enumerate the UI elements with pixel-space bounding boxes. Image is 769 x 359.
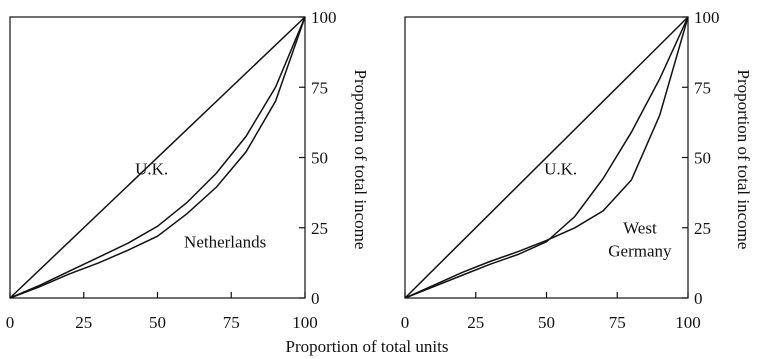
series-annotation: U.K. <box>544 159 577 178</box>
x-tick-label: 100 <box>292 313 318 332</box>
x-axis-title: Proportion of total units <box>286 337 449 356</box>
y-tick-label: 0 <box>694 289 703 308</box>
series-line-u-k <box>404 16 689 299</box>
series-annotation: Netherlands <box>184 232 266 251</box>
y-tick-label: 25 <box>694 219 711 238</box>
x-tick-label: 25 <box>75 313 92 332</box>
series-annotation: West Germany <box>608 218 672 260</box>
y-tick-label: 0 <box>311 289 320 308</box>
x-tick-label: 50 <box>149 313 166 332</box>
y-tick-label: 100 <box>694 8 720 27</box>
x-tick-label: 75 <box>609 313 626 332</box>
series-annotation: U.K. <box>135 159 168 178</box>
series-line-equality <box>9 16 306 299</box>
x-tick-label: 100 <box>675 313 701 332</box>
y-tick-label: 50 <box>311 149 328 168</box>
y-axis-title: Proportion of total income <box>734 70 753 250</box>
y-tick-label: 100 <box>311 8 337 27</box>
y-tick-label: 75 <box>694 78 711 97</box>
x-tick-label: 75 <box>223 313 240 332</box>
x-tick-label: 50 <box>538 313 555 332</box>
series-line-netherlands <box>9 16 306 299</box>
panel-uk-west-germany: 0 25 50 75 100 0 25 50 75 100 Proportion of total … <box>401 8 753 332</box>
y-axis-title: Proportion of total income <box>351 70 370 250</box>
x-tick-label: 0 <box>401 313 410 332</box>
y-tick-label: 25 <box>311 219 328 238</box>
x-tick-label: 25 <box>467 313 484 332</box>
y-tick-label: 75 <box>311 78 328 97</box>
panel-uk-netherlands: 0 25 50 75 100 0 25 50 75 100 Proportion of total … <box>6 8 370 332</box>
x-tick-label: 0 <box>6 313 15 332</box>
y-tick-label: 50 <box>694 149 711 168</box>
series-line-equality <box>404 16 689 299</box>
series-line-u-k <box>9 16 306 299</box>
series-line-west-germany <box>404 16 689 299</box>
